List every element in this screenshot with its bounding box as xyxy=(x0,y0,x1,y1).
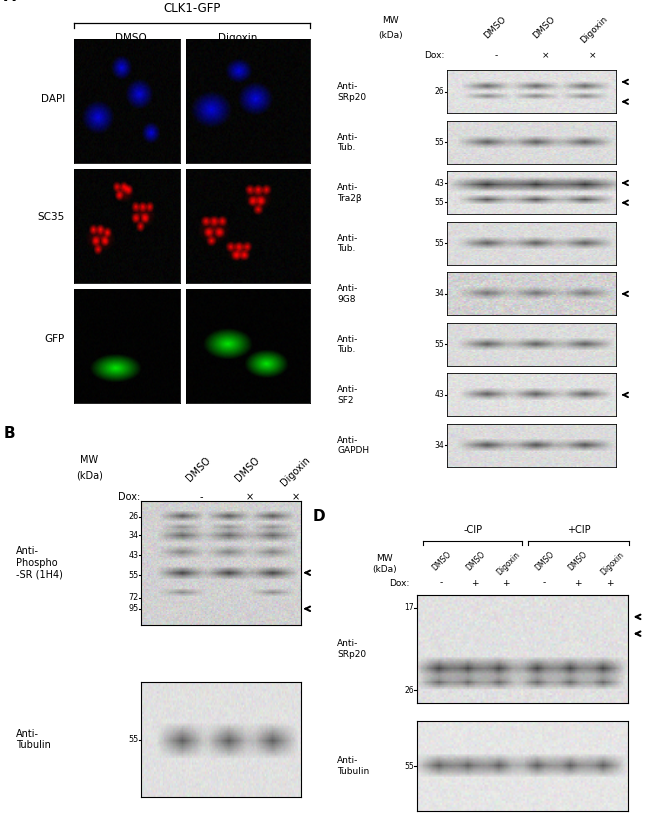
Text: 34: 34 xyxy=(435,441,445,450)
Text: 55: 55 xyxy=(435,239,445,247)
Text: 55: 55 xyxy=(128,571,138,579)
Text: (kDa): (kDa) xyxy=(372,565,397,574)
Text: Digoxin: Digoxin xyxy=(279,455,312,488)
Text: MW: MW xyxy=(81,455,99,465)
Text: 34: 34 xyxy=(129,531,138,540)
Text: 72: 72 xyxy=(128,593,138,602)
Text: Anti-
9G8: Anti- 9G8 xyxy=(337,284,359,303)
Text: 43: 43 xyxy=(435,179,445,188)
Text: 43: 43 xyxy=(435,390,445,400)
Text: GFP: GFP xyxy=(45,334,65,344)
Text: Digoxin: Digoxin xyxy=(579,14,610,45)
Text: Anti-
GAPDH: Anti- GAPDH xyxy=(337,436,369,455)
Text: Digoxin: Digoxin xyxy=(218,33,257,43)
Text: CLK1-GFP: CLK1-GFP xyxy=(163,2,220,14)
Text: 34: 34 xyxy=(435,289,445,298)
Text: -: - xyxy=(542,579,545,588)
Text: Anti-
Tra2β: Anti- Tra2β xyxy=(337,183,362,202)
Text: DMSO: DMSO xyxy=(185,455,213,483)
Text: ×: × xyxy=(589,51,597,60)
Text: +: + xyxy=(471,579,478,588)
Text: 55: 55 xyxy=(435,340,445,349)
Text: ×: × xyxy=(292,492,300,502)
Text: DMSO: DMSO xyxy=(533,550,556,573)
Text: Digoxin: Digoxin xyxy=(599,550,626,577)
Text: MW: MW xyxy=(376,554,393,563)
Text: MW: MW xyxy=(382,16,399,25)
Text: DMSO: DMSO xyxy=(532,14,557,40)
Text: 95: 95 xyxy=(128,604,138,614)
Text: -: - xyxy=(439,579,443,588)
Text: -: - xyxy=(495,51,498,60)
Text: Anti-
Tub.: Anti- Tub. xyxy=(337,334,359,354)
Text: -CIP: -CIP xyxy=(463,525,482,535)
Text: DMSO: DMSO xyxy=(115,33,147,43)
Text: 17: 17 xyxy=(404,604,413,613)
Text: (kDa): (kDa) xyxy=(76,470,103,480)
Text: DMSO: DMSO xyxy=(482,14,508,40)
Text: ×: × xyxy=(541,51,549,60)
Text: Anti-
Tubulin: Anti- Tubulin xyxy=(16,729,51,751)
Text: SC35: SC35 xyxy=(38,212,65,222)
Text: DMSO: DMSO xyxy=(567,550,590,573)
Text: B: B xyxy=(4,426,16,441)
Text: DMSO: DMSO xyxy=(464,550,487,573)
Text: DMSO: DMSO xyxy=(430,550,453,573)
Text: DAPI: DAPI xyxy=(41,94,65,104)
Text: 26: 26 xyxy=(404,686,413,695)
Text: ×: × xyxy=(246,492,254,502)
Text: Dox:: Dox: xyxy=(424,51,445,60)
Text: Dox:: Dox: xyxy=(389,579,409,588)
Text: 43: 43 xyxy=(129,551,138,560)
Text: 26: 26 xyxy=(128,512,138,522)
Text: +: + xyxy=(573,579,581,588)
Text: -: - xyxy=(200,492,203,502)
Text: 55: 55 xyxy=(435,138,445,147)
Text: 26: 26 xyxy=(435,87,445,96)
Text: +: + xyxy=(502,579,509,588)
Text: D: D xyxy=(313,509,326,524)
Text: +CIP: +CIP xyxy=(567,525,591,535)
Text: Anti-
Phospho
-SR (1H4): Anti- Phospho -SR (1H4) xyxy=(16,546,63,579)
Text: DMSO: DMSO xyxy=(233,455,261,483)
Text: 55: 55 xyxy=(404,762,413,771)
Text: 55: 55 xyxy=(128,735,138,744)
Text: C: C xyxy=(313,0,324,3)
Text: Anti-
SRp20: Anti- SRp20 xyxy=(337,640,367,659)
Text: Dox:: Dox: xyxy=(118,492,140,502)
Text: Anti-
Tub.: Anti- Tub. xyxy=(337,133,359,152)
Text: Anti-
SF2: Anti- SF2 xyxy=(337,385,359,405)
Text: Anti-
Tubulin: Anti- Tubulin xyxy=(337,757,369,776)
Text: A: A xyxy=(4,0,16,4)
Text: Anti-
Tub.: Anti- Tub. xyxy=(337,233,359,253)
Text: 55: 55 xyxy=(435,198,445,206)
Text: Digoxin: Digoxin xyxy=(495,550,522,577)
Text: Anti-
SRp20: Anti- SRp20 xyxy=(337,82,367,101)
Text: (kDa): (kDa) xyxy=(378,31,403,39)
Text: +: + xyxy=(606,579,613,588)
